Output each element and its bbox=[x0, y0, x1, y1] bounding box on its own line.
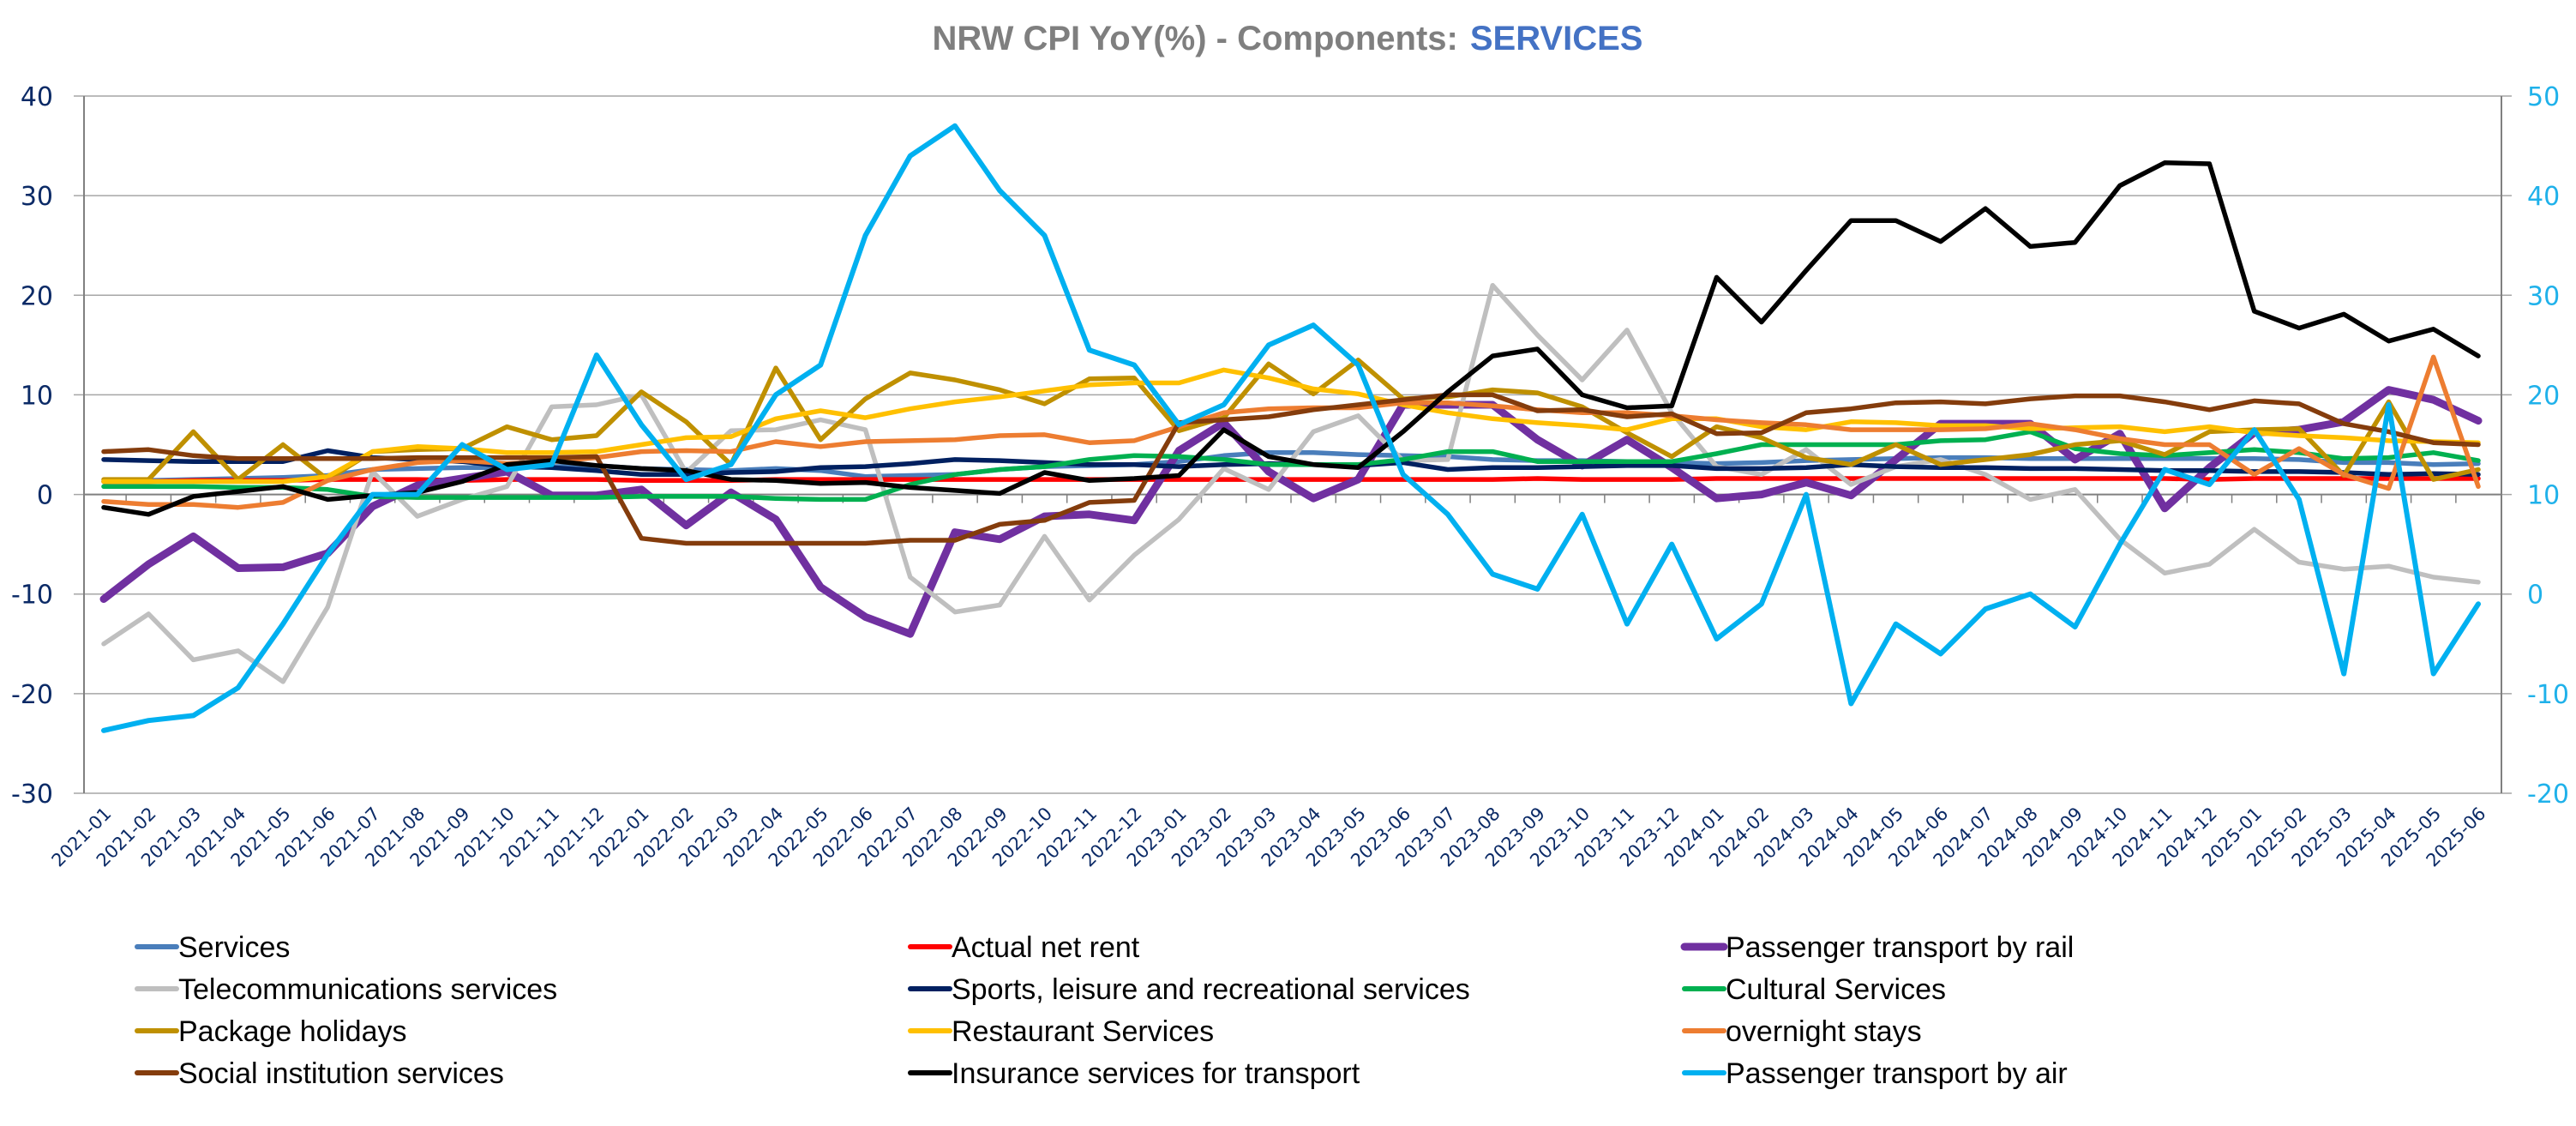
y-left-tick-label: -10 bbox=[11, 581, 53, 611]
legend-label: Cultural Services bbox=[1726, 973, 1946, 1006]
legend-label: Passenger transport by air bbox=[1726, 1057, 2068, 1090]
y-right-tick-label: 40 bbox=[2527, 182, 2560, 212]
legend-item: Sports, leisure and recreational service… bbox=[908, 973, 1470, 1006]
legend-item: Insurance services for transport bbox=[908, 1057, 1360, 1090]
y-left-tick-label: 40 bbox=[21, 82, 53, 112]
y-right-tick-label: 10 bbox=[2527, 481, 2560, 511]
legend-item: Social institution services bbox=[135, 1057, 504, 1090]
chart-title: NRW CPI YoY(%) - Components: SERVICES bbox=[933, 20, 1643, 57]
y-right-tick-label: 30 bbox=[2527, 281, 2560, 311]
y-left-tick-label: -20 bbox=[11, 680, 53, 710]
legend-label: Passenger transport by rail bbox=[1726, 931, 2074, 964]
legend-label: Insurance services for transport bbox=[952, 1057, 1360, 1090]
series-line-restaurant-services bbox=[101, 367, 2481, 485]
legend-label: Social institution services bbox=[178, 1057, 504, 1090]
series-line-package-holidays bbox=[101, 358, 2481, 482]
legend-label: overnight stays bbox=[1726, 1015, 1922, 1048]
y-right-tick-label: 0 bbox=[2527, 581, 2543, 611]
series-line-social-institution-services bbox=[101, 392, 2481, 546]
legend-label: Restaurant Services bbox=[952, 1015, 1214, 1048]
chart-title-accent: SERVICES bbox=[1470, 20, 1643, 57]
y-right-tick-label: -20 bbox=[2527, 780, 2569, 810]
y-left-tick-label: -30 bbox=[11, 780, 53, 810]
legend: Services Actual net rent Passenger transpo… bbox=[135, 931, 2074, 1090]
legend-item: Passenger transport by air bbox=[1682, 1057, 2068, 1090]
series-line-actual-net-rent bbox=[101, 476, 2481, 485]
y-left-tick-label: 0 bbox=[37, 481, 53, 511]
legend-item: Telecommunications services bbox=[135, 973, 557, 1006]
legend-item: Actual net rent bbox=[908, 931, 1140, 964]
series-lines bbox=[99, 123, 2483, 733]
y-left-tick-label: 10 bbox=[21, 381, 53, 411]
legend-label: Actual net rent bbox=[952, 931, 1140, 964]
y-left-tick-label: 30 bbox=[21, 182, 53, 212]
legend-item: overnight stays bbox=[1682, 1015, 1922, 1048]
series-line-passenger-transport-by-rail bbox=[99, 386, 2483, 638]
legend-item: Cultural Services bbox=[1682, 973, 1946, 1006]
chart-title-main: NRW CPI YoY(%) - Components: bbox=[933, 20, 1458, 57]
series-line-passenger-transport-by-air bbox=[101, 123, 2481, 733]
series-line-cultural-services bbox=[101, 429, 2481, 503]
legend-label: Services bbox=[178, 931, 290, 964]
legend-item: Restaurant Services bbox=[908, 1015, 1214, 1048]
gridlines bbox=[74, 95, 2512, 794]
legend-label: Telecommunications services bbox=[178, 973, 557, 1006]
legend-label: Sports, leisure and recreational service… bbox=[952, 973, 1470, 1006]
y-left-tick-label: 20 bbox=[21, 281, 53, 311]
y-right-tick-label: -10 bbox=[2527, 680, 2569, 710]
legend-item: Passenger transport by rail bbox=[1680, 931, 2074, 964]
legend-item: Services bbox=[135, 931, 290, 964]
y-right-tick-label: 50 bbox=[2527, 82, 2560, 112]
legend-item: Package holidays bbox=[135, 1015, 407, 1048]
y-right-tick-label: 20 bbox=[2527, 381, 2560, 411]
legend-label: Package holidays bbox=[178, 1015, 407, 1048]
